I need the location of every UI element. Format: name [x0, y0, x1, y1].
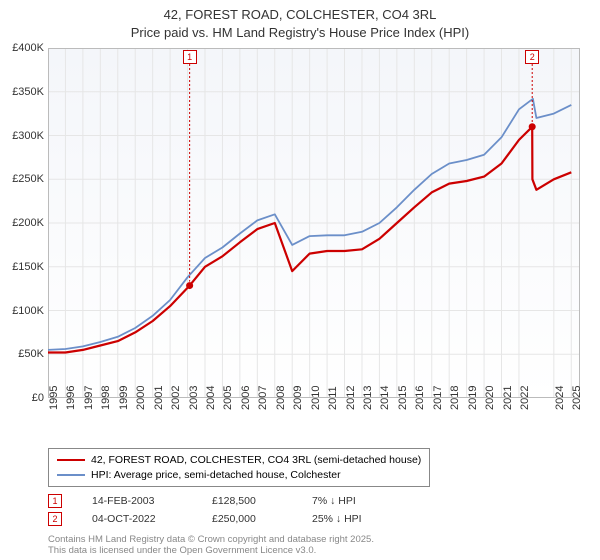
x-tick-label: 2024 — [554, 386, 566, 410]
x-tick-label: 2013 — [362, 386, 374, 410]
x-tick-label: 1995 — [48, 386, 60, 410]
y-tick-label: £250K — [12, 173, 44, 185]
x-tick-label: 1996 — [65, 386, 77, 410]
event-number-box: 2 — [48, 512, 62, 526]
page: 42, FOREST ROAD, COLCHESTER, CO4 3RL Pri… — [0, 0, 600, 560]
x-tick-label: 2019 — [467, 386, 479, 410]
x-tick-label: 2025 — [571, 386, 583, 410]
title-line-1: 42, FOREST ROAD, COLCHESTER, CO4 3RL — [0, 6, 600, 24]
legend: 42, FOREST ROAD, COLCHESTER, CO4 3RL (se… — [48, 448, 430, 487]
event-marker: 1 — [183, 50, 197, 64]
legend-swatch — [57, 459, 85, 461]
y-tick-label: £300K — [12, 130, 44, 142]
footer: Contains HM Land Registry data © Crown c… — [48, 534, 374, 557]
x-tick-label: 2016 — [414, 386, 426, 410]
legend-swatch — [57, 474, 85, 476]
x-tick-label: 2007 — [257, 386, 269, 410]
legend-label: HPI: Average price, semi-detached house,… — [91, 468, 341, 483]
footer-line-2: This data is licensed under the Open Gov… — [48, 545, 374, 556]
x-tick-label: 2004 — [205, 386, 217, 410]
y-tick-label: £100K — [12, 305, 44, 317]
x-tick-label: 2001 — [153, 386, 165, 410]
x-tick-label: 2020 — [484, 386, 496, 410]
legend-item: 42, FOREST ROAD, COLCHESTER, CO4 3RL (se… — [57, 453, 421, 468]
x-tick-label: 2017 — [432, 386, 444, 410]
x-tick-label: 1997 — [83, 386, 95, 410]
title-line-2: Price paid vs. HM Land Registry's House … — [0, 24, 600, 42]
event-table: 1 14-FEB-2003 £128,500 7% ↓ HPI 2 04-OCT-2022… — [48, 494, 362, 530]
x-tick-label: 2014 — [379, 386, 391, 410]
footer-line-1: Contains HM Land Registry data © Crown c… — [48, 534, 374, 545]
x-tick-label: 2008 — [275, 386, 287, 410]
chart-title: 42, FOREST ROAD, COLCHESTER, CO4 3RL Pri… — [0, 0, 600, 43]
x-tick-label: 2012 — [345, 386, 357, 410]
x-tick-label: 1998 — [100, 386, 112, 410]
event-row: 1 14-FEB-2003 £128,500 7% ↓ HPI — [48, 494, 362, 508]
y-tick-label: £200K — [12, 217, 44, 229]
x-tick-label: 2000 — [135, 386, 147, 410]
x-tick-label: 2015 — [397, 386, 409, 410]
x-tick-label: 2011 — [327, 386, 339, 410]
y-tick-label: £400K — [12, 42, 44, 54]
chart-svg — [48, 48, 580, 398]
legend-label: 42, FOREST ROAD, COLCHESTER, CO4 3RL (se… — [91, 453, 421, 468]
event-marker: 2 — [525, 50, 539, 64]
event-date: 14-FEB-2003 — [92, 495, 182, 507]
x-tick-label: 2009 — [292, 386, 304, 410]
x-tick-label: 2021 — [502, 386, 514, 410]
event-delta: 25% ↓ HPI — [312, 513, 362, 525]
legend-item: HPI: Average price, semi-detached house,… — [57, 468, 421, 483]
event-price: £250,000 — [212, 513, 282, 525]
y-tick-label: £350K — [12, 86, 44, 98]
y-tick-label: £150K — [12, 261, 44, 273]
x-tick-label: 1999 — [118, 386, 130, 410]
x-tick-label: 2002 — [170, 386, 182, 410]
chart-area: £0£50K£100K£150K£200K£250K£300K£350K£400… — [48, 48, 580, 398]
x-tick-label: 2010 — [310, 386, 322, 410]
x-tick-label: 2022 — [519, 386, 531, 410]
y-tick-label: £50K — [18, 348, 44, 360]
event-row: 2 04-OCT-2022 £250,000 25% ↓ HPI — [48, 512, 362, 526]
x-tick-label: 2003 — [188, 386, 200, 410]
x-tick-label: 2006 — [240, 386, 252, 410]
x-tick-label: 2018 — [449, 386, 461, 410]
event-price: £128,500 — [212, 495, 282, 507]
event-delta: 7% ↓ HPI — [312, 495, 356, 507]
event-date: 04-OCT-2022 — [92, 513, 182, 525]
x-tick-label: 2005 — [222, 386, 234, 410]
event-number-box: 1 — [48, 494, 62, 508]
y-tick-label: £0 — [32, 392, 44, 404]
